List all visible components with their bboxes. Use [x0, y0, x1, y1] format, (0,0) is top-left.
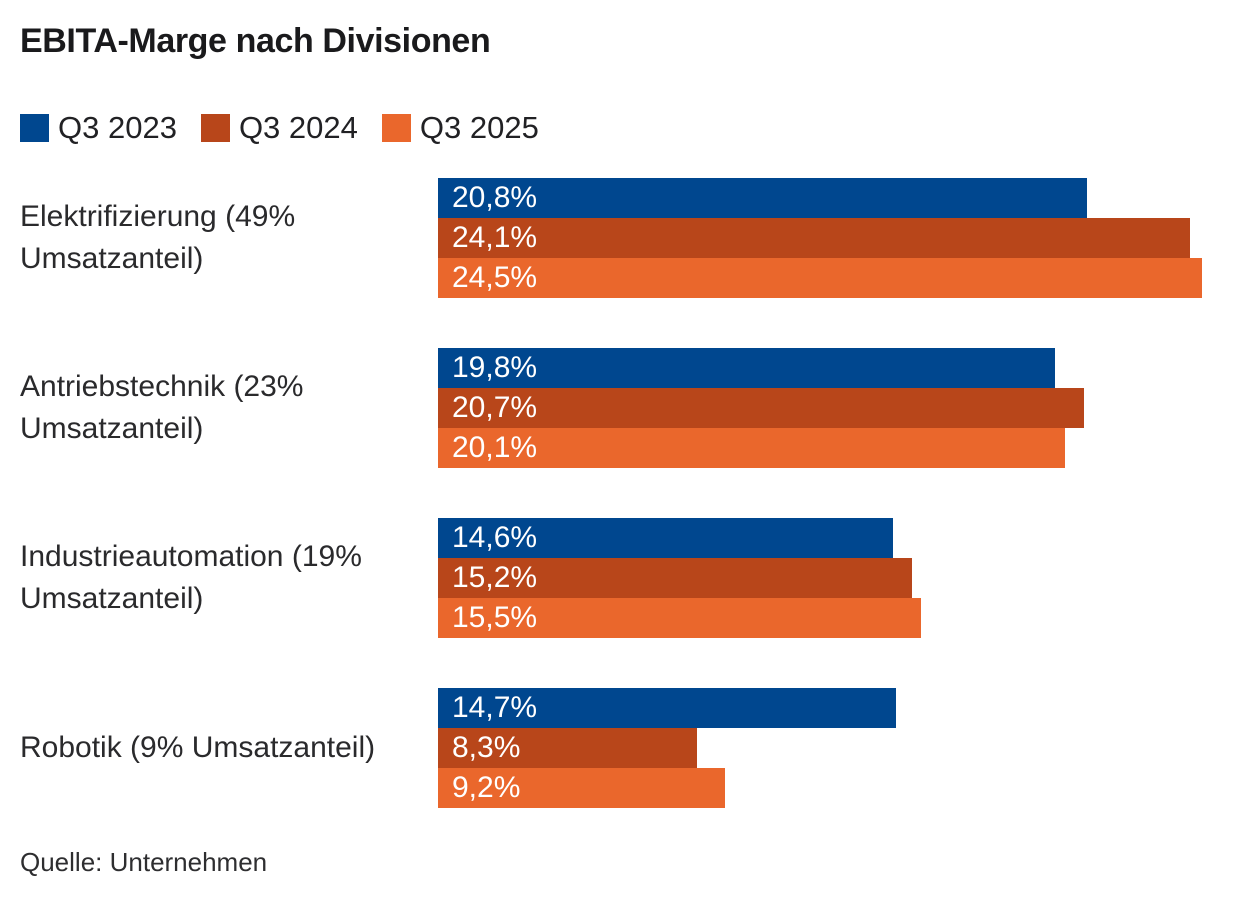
legend-swatch-icon [20, 114, 49, 142]
bar-q3-2023: 19,8% [438, 348, 1056, 388]
bar-value-label: 15,5% [452, 601, 538, 634]
bar-track: 20,8% 24,1% 24,5% [438, 178, 1202, 298]
legend-swatch-icon [381, 114, 411, 142]
bar-chart: Elektrifizierung (49% Umsatzanteil) 20,8%… [20, 178, 1220, 808]
category-label: Elektrifizierung (49% Umsatzanteil) [20, 200, 296, 275]
bar-group: Elektrifizierung (49% Umsatzanteil) 20,8%… [20, 178, 1220, 298]
chart-title: EBITA-Marge nach Divisionen [20, 22, 491, 60]
bar-q3-2023: 14,6% [438, 518, 894, 558]
bar-value-label: 20,1% [452, 431, 538, 464]
bar-q3-2025: 15,5% [438, 598, 922, 638]
bar-q3-2025: 24,5% [438, 258, 1202, 298]
bar-value-label: 24,5% [452, 261, 538, 294]
bar-q3-2024: 20,7% [438, 388, 1084, 428]
legend-item-q3-2024: Q3 2024 [200, 110, 358, 146]
legend: Q3 2023 Q3 2024 Q3 2025 [20, 110, 539, 146]
bar-track: 19,8% 20,7% 20,1% [438, 348, 1202, 468]
bar-q3-2023: 20,8% [438, 178, 1087, 218]
bar-value-label: 9,2% [452, 771, 521, 804]
bar-q3-2024: 24,1% [438, 218, 1190, 258]
legend-swatch-icon [200, 114, 230, 142]
bar-group: Industrieautomation (19% Umsatzanteil) 14… [20, 518, 1220, 638]
legend-label: Q3 2024 [238, 110, 358, 145]
bar-group: Robotik (9% Umsatzanteil) 14,7% 8,3% 9,2% [20, 688, 1220, 808]
bar-value-label: 20,7% [452, 391, 538, 424]
category-label: Antriebstechnik (23% Umsatzanteil) [20, 370, 304, 445]
bar-value-label: 14,7% [452, 691, 538, 724]
legend-item-q3-2023: Q3 2023 [20, 110, 177, 146]
legend-label: Q3 2025 [419, 110, 539, 145]
bar-value-label: 8,3% [452, 731, 521, 764]
bar-value-label: 19,8% [452, 351, 538, 384]
bar-value-label: 14,6% [452, 521, 538, 554]
bar-track: 14,6% 15,2% 15,5% [438, 518, 1202, 638]
bar-value-label: 15,2% [452, 561, 538, 594]
bar-q3-2025: 9,2% [438, 768, 725, 808]
legend-item-q3-2025: Q3 2025 [381, 110, 539, 146]
category-label: Industrieautomation (19% Umsatzanteil) [20, 540, 362, 615]
category-label: Robotik (9% Umsatzanteil) [20, 731, 376, 764]
bar-q3-2024: 8,3% [438, 728, 697, 768]
bar-q3-2023: 14,7% [438, 688, 897, 728]
bar-q3-2025: 20,1% [438, 428, 1065, 468]
legend-label: Q3 2023 [58, 110, 177, 145]
bar-q3-2024: 15,2% [438, 558, 912, 598]
source-note: Quelle: Unternehmen [20, 847, 268, 877]
bar-track: 14,7% 8,3% 9,2% [438, 688, 1202, 808]
bar-value-label: 24,1% [452, 221, 538, 254]
bar-value-label: 20,8% [452, 181, 538, 214]
bar-group: Antriebstechnik (23% Umsatzanteil) 19,8% 2… [20, 348, 1220, 468]
